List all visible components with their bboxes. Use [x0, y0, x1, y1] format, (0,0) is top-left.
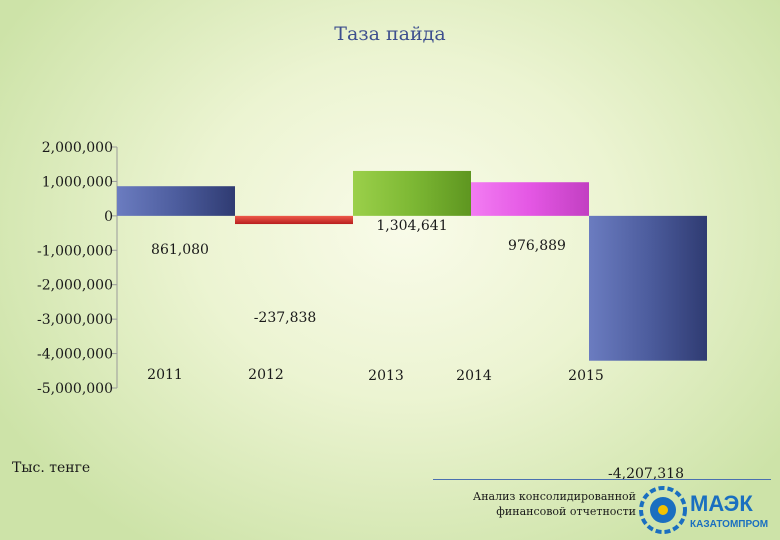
bar-2014	[471, 182, 589, 216]
footer-caption: Анализ консолидированной финансовой отче…	[440, 489, 636, 519]
data-label: 1,304,641	[376, 218, 447, 234]
y-tick-label: -2,000,000	[37, 278, 113, 294]
x-tick-label: 2015	[568, 368, 604, 384]
x-tick-label: 2014	[456, 368, 492, 384]
y-tick-label: -4,000,000	[37, 347, 113, 363]
unit-label: Тыс. тенге	[12, 460, 91, 476]
data-label: 976,889	[508, 238, 566, 254]
y-tick-label: -5,000,000	[37, 381, 113, 397]
data-label: 861,080	[151, 242, 209, 258]
y-tick-label: 0	[104, 209, 113, 225]
y-tick-label: 1,000,000	[42, 174, 113, 190]
bars	[117, 170, 707, 361]
data-label: -237,838	[254, 310, 317, 326]
y-tick-label: -3,000,000	[37, 312, 113, 328]
footer-line-2: финансовой отчетности	[496, 505, 636, 518]
y-axis: 2,000,000 1,000,000 0 -1,000,000 -2,000,000 -…	[37, 140, 118, 397]
x-tick-label: 2012	[248, 367, 284, 383]
y-tick-label: -1,000,000	[37, 243, 113, 259]
x-tick-label: 2013	[368, 368, 404, 384]
footer-divider	[433, 479, 771, 480]
footer-line-1: Анализ консолидированной	[472, 490, 636, 503]
x-tick-label: 2011	[147, 367, 183, 383]
labels: 2011 861,080 2012 -237,838 2013 1,304,641 2014…	[147, 218, 684, 482]
chart-title: Таза пайда	[334, 23, 445, 45]
logo-emblem-icon	[639, 486, 687, 534]
maek-logo: МАЭК КАЗАТОМПРОМ	[639, 486, 768, 534]
bar-2011	[117, 186, 235, 216]
data-label: -4,207,318	[608, 466, 684, 482]
bar-2015	[589, 215, 707, 361]
logo-subtitle: КАЗАТОМПРОМ	[690, 519, 768, 530]
bar-2013	[353, 170, 471, 216]
bar-2012	[235, 215, 353, 225]
y-tick-label: 2,000,000	[42, 140, 113, 156]
logo-name: МАЭК	[690, 491, 753, 516]
